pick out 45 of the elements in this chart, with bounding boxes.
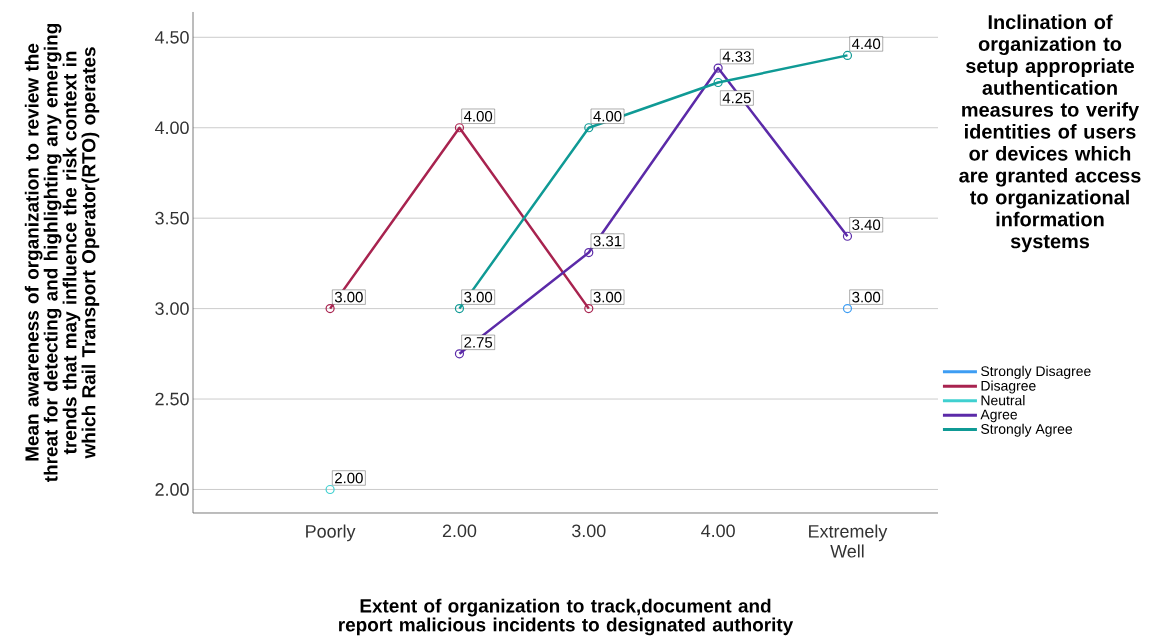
x-tick-label: 4.00 <box>701 524 735 538</box>
data-label: 3.40 <box>852 219 881 231</box>
data-label: 3.00 <box>334 291 363 303</box>
x-tick-label: 3.00 <box>572 524 606 538</box>
legend-label: Strongly Agree <box>981 423 1073 437</box>
point <box>454 123 465 133</box>
point <box>713 77 723 88</box>
data-label: 4.25 <box>722 92 751 104</box>
point <box>454 349 465 359</box>
x-tick-label: Poorly <box>306 524 356 542</box>
y-tick-label: 3.50 <box>155 211 189 225</box>
point <box>584 247 594 258</box>
data-label: 4.40 <box>852 38 881 50</box>
y-axis-title: Mean awareness of organization to review the threat for detecting and highlighting any emerging trends that may influence the risk context in which Rail Transport Operator(RTO) operates <box>24 23 100 483</box>
data-label: 4.00 <box>593 110 622 122</box>
point <box>325 304 335 314</box>
data-label: 3.31 <box>593 235 622 247</box>
legend-label: Agree <box>980 409 1018 423</box>
data-label: 3.00 <box>593 291 622 303</box>
y-tick-label: 3.00 <box>155 302 189 315</box>
point <box>454 304 465 314</box>
point <box>842 304 853 314</box>
point <box>325 484 335 495</box>
data-label: 2.00 <box>335 472 363 484</box>
x-tick-label: 2.00 <box>442 524 477 538</box>
y-tick-label: 4.00 <box>154 121 189 135</box>
point <box>713 63 723 73</box>
y-tick-label: 4.50 <box>154 30 189 44</box>
data-label: 4.00 <box>463 110 493 122</box>
y-tick-label: 2.00 <box>155 483 189 496</box>
legend-label: Disagree <box>981 380 1036 394</box>
y-tick-label: 2.50 <box>155 392 189 406</box>
data-label: 3.00 <box>464 291 493 303</box>
text: Inclination of organization to setup appropriate authentication measures to verify identities of users or devices which are granted access to organizational information systems <box>959 14 1141 253</box>
data-label: 4.33 <box>722 51 751 62</box>
data-label: 3.00 <box>852 291 881 303</box>
point <box>584 123 594 133</box>
x-tick-label: Extremely Well <box>809 524 888 558</box>
x-axis-title: Extent of organization to track,document and report malicious incidents to designated authority <box>339 598 794 636</box>
data-label: 2.75 <box>464 337 493 348</box>
point <box>584 304 594 314</box>
legend-label: Neutral <box>981 395 1025 406</box>
point <box>842 50 853 60</box>
point <box>842 231 853 241</box>
legend-label: Strongly Disagree <box>981 365 1091 379</box>
